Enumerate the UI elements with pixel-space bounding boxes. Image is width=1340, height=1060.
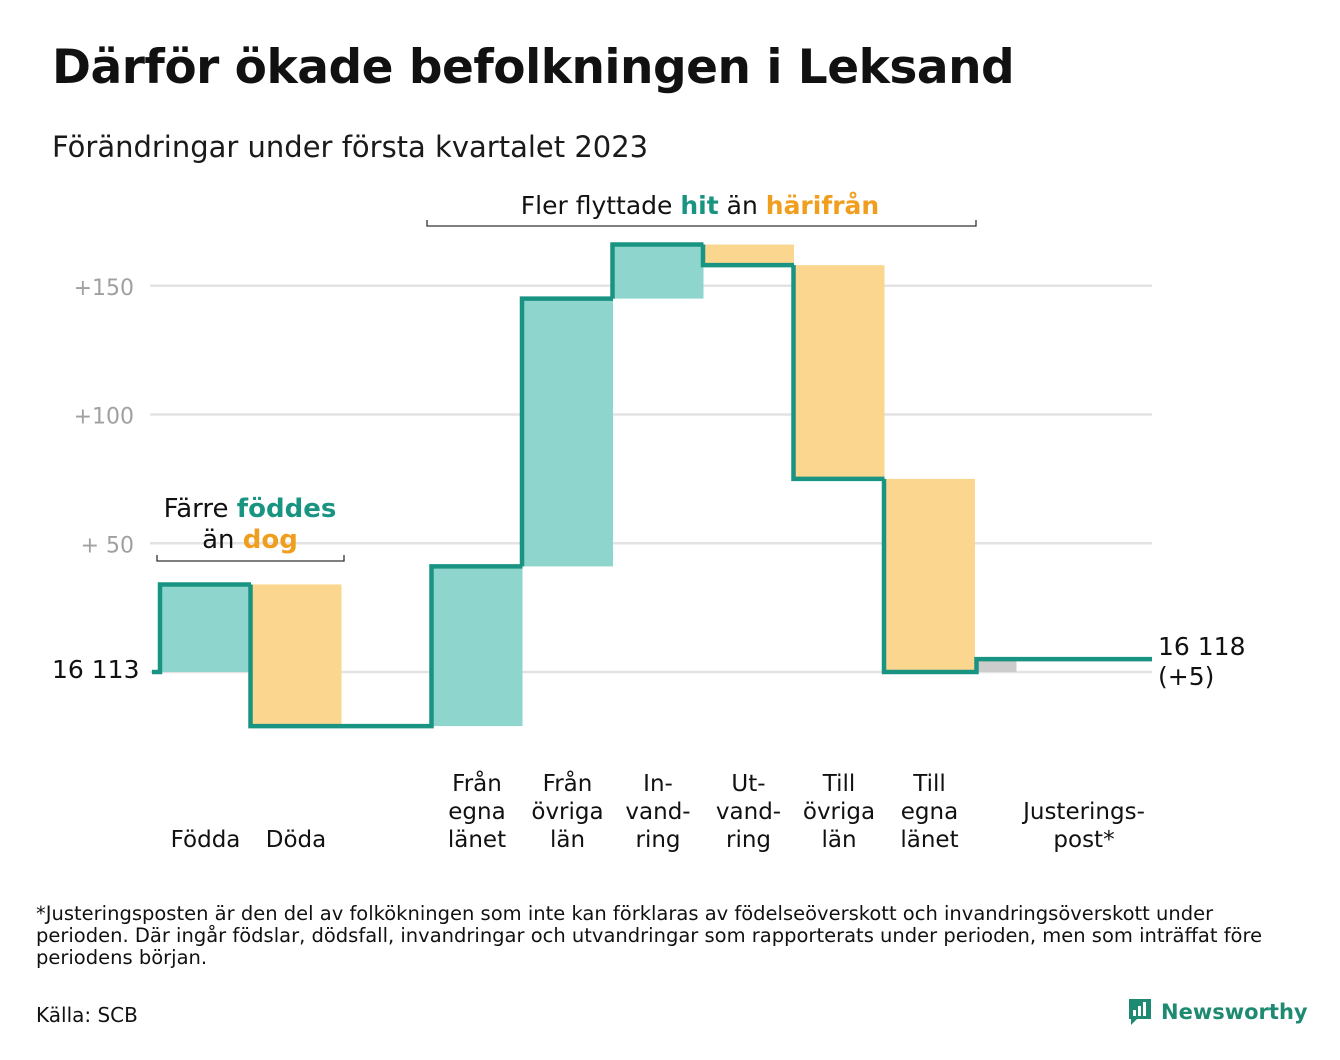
x-category-label: post* bbox=[1053, 827, 1114, 853]
source: Källa: SCB bbox=[36, 1003, 138, 1027]
bar-increase bbox=[431, 566, 523, 727]
y-tick-label: + 50 bbox=[81, 533, 134, 558]
migration-bracket bbox=[426, 220, 977, 227]
y-tick-label: +150 bbox=[74, 276, 134, 301]
x-category-label: övriga bbox=[531, 799, 603, 825]
bar-decrease bbox=[250, 584, 342, 727]
bar-decrease bbox=[793, 265, 885, 479]
x-category-label: Justerings- bbox=[1021, 799, 1145, 825]
brand-name: Newsworthy bbox=[1161, 1000, 1308, 1024]
bar-increase bbox=[612, 244, 704, 299]
x-category-label: Ut- bbox=[731, 771, 765, 797]
x-category-label: Till bbox=[912, 771, 946, 797]
births-annotation-line2: än dog bbox=[202, 525, 298, 555]
x-category-label: vand- bbox=[625, 799, 690, 825]
bar-increase bbox=[160, 584, 251, 672]
chart-title: Därför ökade befolkningen i Leksand bbox=[52, 40, 1015, 95]
x-category-label: Födda bbox=[171, 827, 241, 853]
bar-increase bbox=[522, 298, 613, 567]
end-value-label: 16 118 bbox=[1158, 632, 1245, 661]
y-tick-label: +100 bbox=[74, 405, 134, 430]
bar-decrease bbox=[884, 478, 975, 672]
x-category-label: län bbox=[550, 827, 585, 853]
x-category-label: Döda bbox=[266, 827, 326, 853]
bar-decrease bbox=[703, 244, 794, 266]
chart-subtitle: Förändringar under första kvartalet 2023 bbox=[52, 130, 649, 164]
births-bracket bbox=[156, 555, 345, 562]
x-category-label: län bbox=[821, 827, 856, 853]
x-category-label: egna bbox=[901, 799, 958, 825]
x-category-label: ring bbox=[635, 827, 680, 853]
x-category-label: Till bbox=[822, 771, 856, 797]
x-category-label: In- bbox=[643, 771, 673, 797]
start-value-label: 16 113 bbox=[52, 655, 139, 684]
bar-adjustment bbox=[976, 659, 1017, 672]
x-category-label: ring bbox=[726, 827, 771, 853]
x-category-label: övriga bbox=[803, 799, 875, 825]
brand-logo: Newsworthy bbox=[1127, 997, 1308, 1027]
x-category-label: Från bbox=[452, 769, 502, 797]
footnote: *Justeringsposten är den del av folkökni… bbox=[36, 902, 1263, 969]
newsworthy-logo-icon bbox=[1129, 999, 1151, 1025]
x-category-label: länet bbox=[900, 827, 958, 853]
x-category-label: egna bbox=[448, 799, 505, 825]
cumulative-line bbox=[152, 242, 1152, 729]
births-annotation-line1: Färre föddes bbox=[164, 494, 337, 524]
end-value-label: (+5) bbox=[1158, 662, 1214, 691]
x-category-label: länet bbox=[448, 827, 506, 853]
x-category-label: vand- bbox=[716, 799, 781, 825]
migration-annotation: Fler flyttade hit än härifrån bbox=[521, 191, 879, 220]
x-category-label: Från bbox=[543, 769, 593, 797]
